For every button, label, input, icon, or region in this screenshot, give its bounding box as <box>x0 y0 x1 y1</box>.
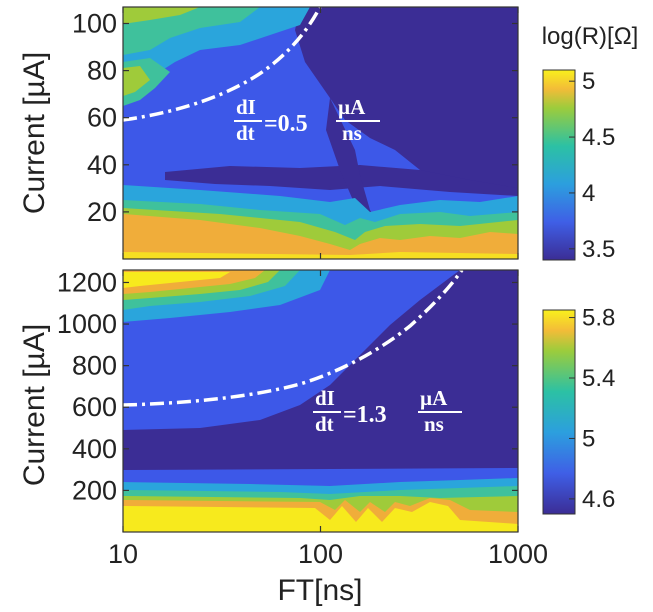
bottom-colorbar-tick-label: 5.4 <box>582 365 615 392</box>
bottom-eq-value: =1.3 <box>343 402 387 428</box>
bottom-dashed-threshold-curve <box>123 270 464 407</box>
bottom-eq-numerator: dI <box>315 386 335 410</box>
top-y-ticks: 20 40 60 80 100 <box>72 8 518 227</box>
top-dashed-threshold-curve <box>123 7 322 122</box>
top-eq-value: =0.5 <box>264 111 308 137</box>
top-green-upper-left <box>123 7 260 55</box>
bottom-y-tick-label: 400 <box>72 434 117 464</box>
top-orange-band-low <box>123 214 518 259</box>
top-y-tick-label: 60 <box>87 103 117 133</box>
bottom-y-tick-label: 1000 <box>57 309 117 339</box>
top-colorbar-ticks: 3.5 4 4.5 5 <box>569 68 615 263</box>
top-colorbar: log(R)[Ω] 3.5 4 4.5 5 <box>542 23 639 263</box>
top-eq-denominator: dt <box>236 121 255 145</box>
bottom-y-ticks: 200 400 600 800 1000 1200 <box>57 267 518 505</box>
top-dark-region-right <box>295 7 518 190</box>
bottom-colorbar: 4.6 5 5.4 5.8 <box>542 305 615 515</box>
x-tick-label: 100 <box>298 539 343 569</box>
bottom-y-axis-label: Current [µA] <box>18 324 51 486</box>
top-y-tick-label: 80 <box>87 56 117 86</box>
bottom-equation-annotation: dI dt =1.3 µA ns <box>313 386 462 436</box>
top-eq-unit-den: ns <box>342 121 362 145</box>
bottom-eq-denominator: dt <box>315 412 334 436</box>
top-dark-finger <box>165 165 518 196</box>
top-colorbar-tick-label: 5 <box>582 68 595 95</box>
top-colorbar-tick-label: 4 <box>582 180 595 207</box>
top-y-axis-label: Current [µA] <box>18 52 51 214</box>
x-axis-label: FT[ns] <box>277 574 362 607</box>
bottom-eq-unit-num: µA <box>420 386 448 410</box>
top-colorbar-tick-label: 3.5 <box>582 236 615 263</box>
top-dark-vertical-streak <box>326 98 385 238</box>
top-lightgreen-upper-left <box>123 7 200 24</box>
top-heatmap-field: dI dt =0.5 µA ns <box>123 7 518 259</box>
bottom-y-tick-label: 600 <box>72 392 117 422</box>
top-y-tick-label: 20 <box>87 197 117 227</box>
bottom-colorbar-tick-label: 4.6 <box>582 486 615 513</box>
top-eq-numerator: dI <box>236 95 256 119</box>
top-y-tick-label: 100 <box>72 8 117 38</box>
x-tick-label: 10 <box>108 539 138 569</box>
bottom-yellow-band-low <box>123 502 518 532</box>
top-colorbar-title: log(R)[Ω] <box>542 23 639 50</box>
bottom-x-ticks: 10 100 1000 <box>108 7 548 569</box>
bottom-yellow-upper-left <box>123 272 230 288</box>
top-lightgreen-left <box>123 66 150 96</box>
bottom-colorbar-tick-label: 5.8 <box>582 305 615 332</box>
top-y-tick-label: 40 <box>87 150 117 180</box>
bottom-y-tick-label: 200 <box>72 475 117 505</box>
top-colorbar-tick-label: 4.5 <box>582 124 615 151</box>
bottom-dark-region <box>123 270 518 470</box>
top-eq-unit-num: µA <box>338 95 366 119</box>
x-tick-label: 1000 <box>488 539 548 569</box>
bottom-colorbar-tick-label: 5 <box>582 425 595 452</box>
bottom-y-tick-label: 1200 <box>57 267 117 297</box>
top-equation-annotation: dI dt =0.5 µA ns <box>234 95 380 145</box>
top-colorbar-bar <box>542 69 576 261</box>
bottom-heatmap-field: dI dt =1.3 µA ns <box>123 270 518 532</box>
bottom-y-tick-label: 800 <box>72 351 117 381</box>
bottom-colorbar-ticks: 4.6 5 5.4 5.8 <box>569 305 615 513</box>
bottom-colorbar-bar <box>542 309 576 515</box>
bottom-eq-unit-den: ns <box>424 412 444 436</box>
top-heatmap-plot: dI dt =0.5 µA ns 20 40 60 80 100 <box>72 6 519 260</box>
bottom-heatmap-plot: dI dt =1.3 µA ns 200 400 600 800 1000 1200 10… <box>57 7 548 569</box>
